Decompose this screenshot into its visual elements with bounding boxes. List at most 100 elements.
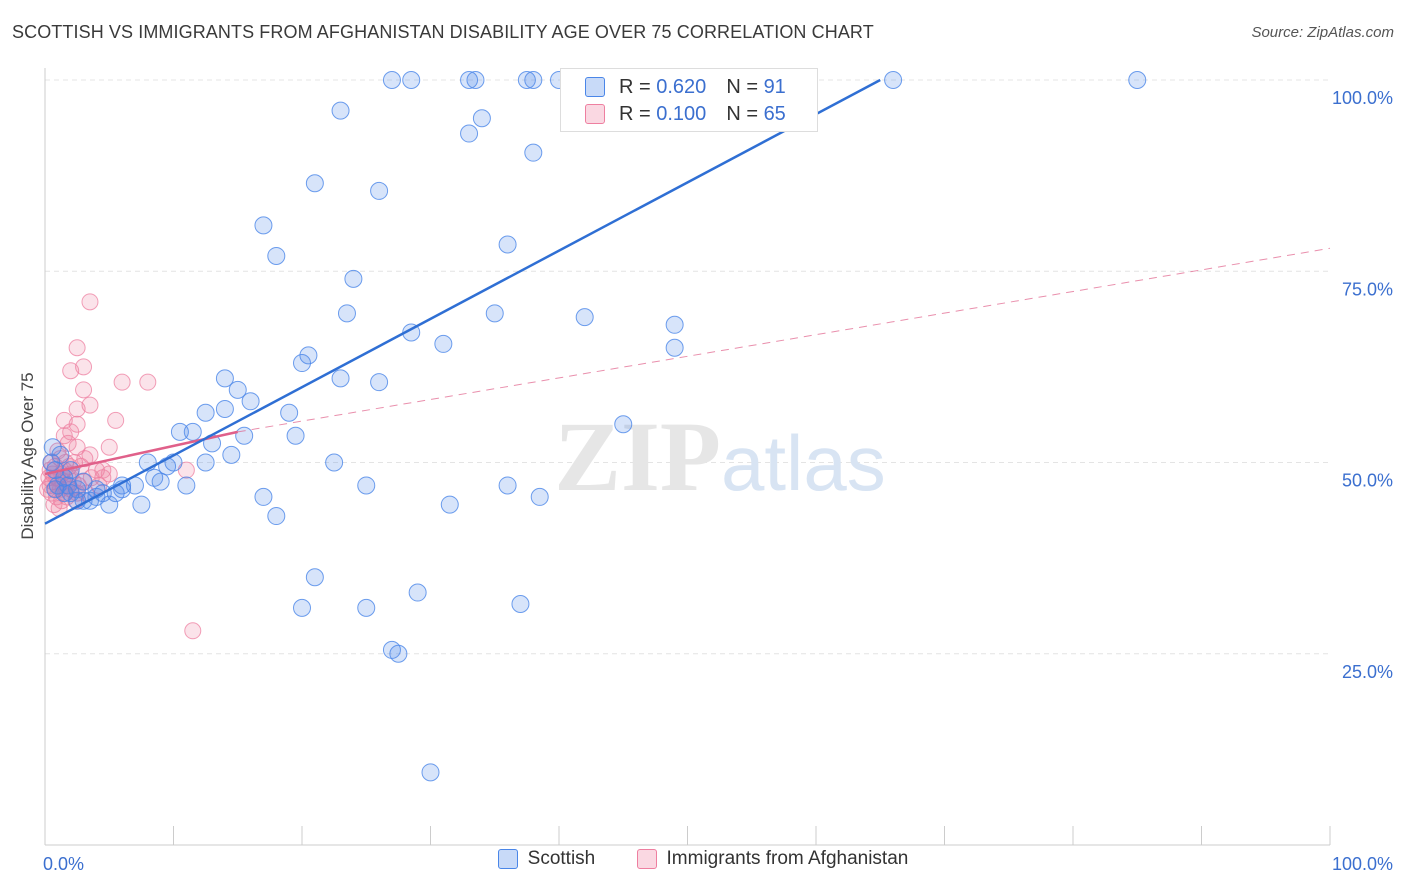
afghanistan-point <box>100 465 118 483</box>
scottish-point <box>370 373 389 392</box>
scottish-point <box>286 426 305 445</box>
stats-r-label: R = <box>619 102 657 125</box>
y-tick-label: 75.0% <box>1342 279 1393 299</box>
scottish-point <box>331 101 350 120</box>
afghanistan-point <box>81 396 99 414</box>
scottish-point <box>440 495 459 514</box>
afghanistan-point <box>81 293 99 311</box>
scottish-point <box>1128 71 1147 89</box>
scottish-point <box>241 392 260 411</box>
scottish-point <box>665 338 684 357</box>
scottish-point <box>132 495 151 514</box>
x-tick-label: 100.0% <box>1332 854 1393 874</box>
scottish-point <box>280 403 299 422</box>
scottish-point <box>235 426 254 445</box>
scottish-point <box>51 445 70 464</box>
scottish-point <box>299 346 318 365</box>
scottish-point <box>331 369 350 388</box>
scottish-point <box>511 595 530 614</box>
scottish-point <box>530 487 549 506</box>
afghanistan-point <box>184 622 202 640</box>
stats-n-label: N = <box>726 102 764 125</box>
afghanistan-point <box>62 362 80 380</box>
legend-label-scottish: Scottish <box>527 848 596 869</box>
scottish-point <box>472 109 491 128</box>
afghanistan-point <box>107 411 125 429</box>
scottish-point <box>357 476 376 495</box>
afghanistan-point <box>55 427 73 445</box>
stats-row-afghanistan: R = 0.100 N = 65 <box>585 100 786 128</box>
scottish-point <box>46 480 65 499</box>
scottish-point <box>498 235 517 254</box>
stats-swatch-scottish <box>585 77 605 97</box>
afghanistan-point <box>75 358 93 376</box>
afghanistan-point <box>68 339 86 357</box>
afghanistan-point <box>177 461 195 479</box>
scottish-point <box>408 583 427 602</box>
scottish-point <box>293 598 311 617</box>
stats-n-value: 91 <box>763 75 786 98</box>
stats-r-value: 0.620 <box>656 75 707 98</box>
stats-n-label: N = <box>726 75 764 98</box>
scottish-point <box>254 216 273 235</box>
stats-swatch-afghanistan <box>585 104 605 124</box>
scottish-point <box>421 763 440 782</box>
scottish-point <box>466 71 485 89</box>
stats-n-value: 65 <box>763 102 786 125</box>
afghanistan-point <box>75 381 93 399</box>
scottish-point <box>196 403 215 422</box>
scottish-point <box>370 181 389 200</box>
chart-source: Source: ZipAtlas.com <box>1251 24 1394 41</box>
scottish-point <box>460 71 479 89</box>
afghanistan-point <box>139 373 157 391</box>
afghanistan-point <box>113 373 131 391</box>
x-tick-label: 0.0% <box>43 854 84 874</box>
scottish-point <box>100 495 119 514</box>
afghanistan-point <box>100 438 118 456</box>
scottish-point <box>151 472 170 491</box>
scottish-point <box>524 71 543 89</box>
afghanistan-point <box>39 480 57 498</box>
stats-box: R = 0.620 N = 91 R = 0.100 N = 65 <box>560 68 818 132</box>
legend-item-scottish[interactable]: Scottish <box>497 848 596 870</box>
legend-swatch-scottish <box>497 849 518 869</box>
scottish-point <box>222 445 241 464</box>
scottish-point <box>254 487 273 506</box>
y-tick-label: 25.0% <box>1342 662 1393 682</box>
watermark: ZIPatlas <box>554 401 885 512</box>
scottish-point <box>434 334 453 353</box>
scottish-point <box>460 124 479 143</box>
scottish-point <box>325 453 344 472</box>
scottish-point <box>884 71 903 89</box>
y-tick-label: 100.0% <box>1332 88 1393 108</box>
legend-item-afghanistan[interactable]: Immigrants from Afghanistan <box>636 848 909 870</box>
scottish-point <box>55 484 74 503</box>
scottish-point <box>344 269 363 288</box>
y-tick-label: 50.0% <box>1342 471 1393 491</box>
scottish-point <box>293 354 311 373</box>
scottish-point <box>305 568 324 587</box>
afghanistan-point <box>76 450 94 468</box>
scottish-point <box>177 476 196 495</box>
scottish-point <box>665 315 684 334</box>
scottish-point <box>305 174 324 193</box>
scottish-point <box>42 453 61 472</box>
stats-r-label: R = <box>619 75 657 98</box>
scottish-point <box>267 246 286 265</box>
chart-legend: Scottish Immigrants from Afghanistan <box>0 848 1406 875</box>
scottish-point <box>357 598 376 617</box>
legend-label-afghanistan: Immigrants from Afghanistan <box>666 848 909 869</box>
scottish-point <box>498 476 517 495</box>
scottish-point <box>382 71 401 89</box>
afghanistan-point <box>68 400 86 418</box>
scottish-point <box>43 438 62 457</box>
scottish-point <box>215 369 234 388</box>
scottish-point <box>389 644 408 663</box>
scottish-point <box>215 399 234 418</box>
scottish-point <box>228 380 247 399</box>
scottish-point <box>614 415 633 434</box>
stats-row-scottish: R = 0.620 N = 91 <box>585 73 786 101</box>
scottish-point <box>267 507 286 526</box>
scottish-point <box>183 422 202 441</box>
